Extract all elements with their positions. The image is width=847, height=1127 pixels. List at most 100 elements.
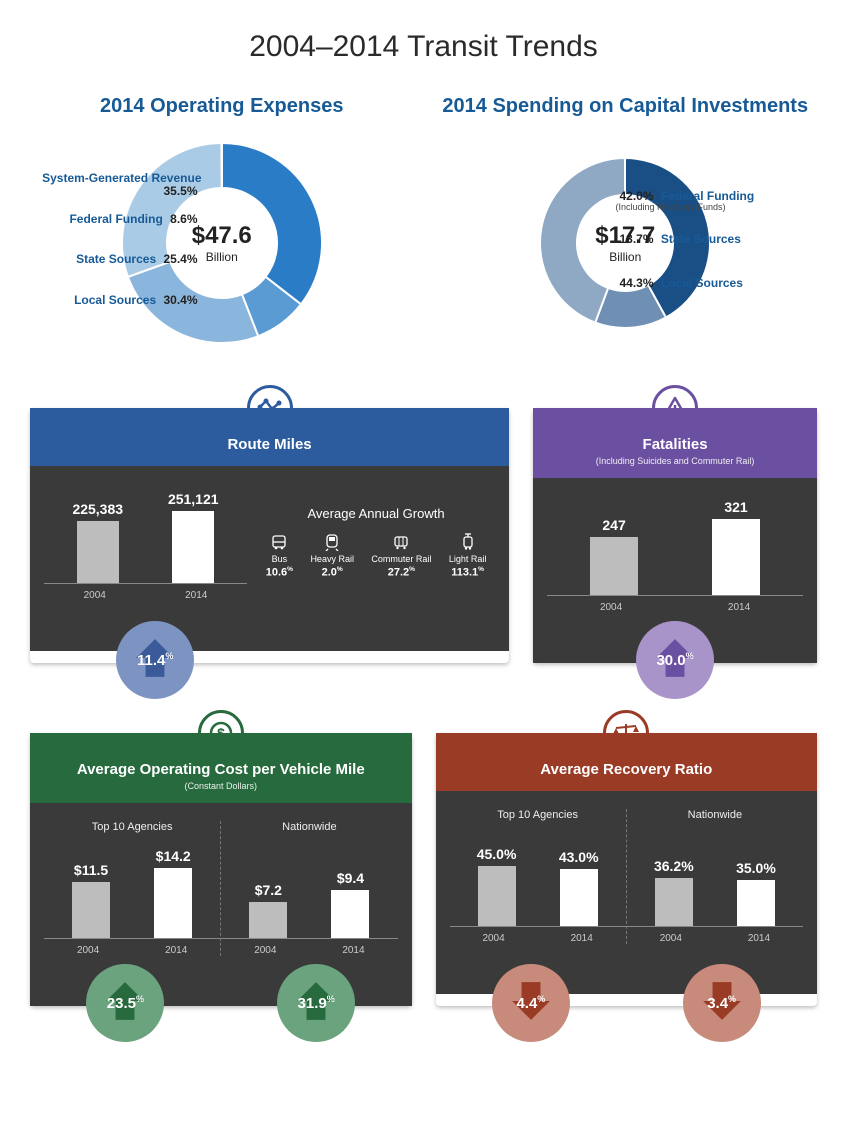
card-title: Route Miles: [227, 436, 311, 453]
bar-value: 36.2%: [633, 858, 715, 874]
bar-rect: [478, 866, 516, 926]
group: Nationwide 36.2% 35.0% 20042014: [626, 809, 803, 944]
growth-name: Light Rail: [449, 554, 487, 564]
bar-rect: [72, 882, 110, 938]
group-name: Top 10 Agencies: [450, 809, 626, 821]
bar-rect: [77, 521, 119, 583]
bar-rect: [655, 878, 693, 926]
bar-value: 225,383: [50, 501, 146, 517]
bar-rect: [331, 890, 369, 938]
bar-value: $14.2: [132, 848, 214, 864]
card-recovery-ratio: Average Recovery Ratio Top 10 Agencies 4…: [436, 733, 818, 1006]
donut-operating-expenses: 2014 Operating Expenses $47.6BillionSyst…: [30, 94, 414, 358]
growth-item: Heavy Rail 2.0%: [310, 533, 354, 579]
growth-name: Commuter Rail: [371, 554, 431, 564]
commuter-icon: [371, 533, 431, 551]
donut-capital-investments: 2014 Spending on Capital Investments $17…: [434, 94, 818, 358]
donut-legend-pct: 35.5%: [163, 184, 197, 198]
bar-value: 35.0%: [715, 860, 797, 876]
change-badge: 4.4%: [492, 964, 570, 1042]
bar-col: $7.2: [227, 882, 309, 938]
bar-col: $11.5: [50, 862, 132, 938]
bar-rect: [154, 868, 192, 938]
bar-rect: [712, 519, 760, 595]
bus-icon: [266, 533, 293, 551]
donut-legend-pct: 13.7%: [620, 232, 654, 246]
bar-rect: [737, 880, 775, 926]
bar-year: 2014: [538, 933, 626, 944]
card-subtitle: (Including Suicides and Commuter Rail): [543, 456, 807, 466]
group: Top 10 Agencies $11.5 $14.2 20042014: [44, 821, 220, 956]
growth-value: 27.2%: [371, 566, 431, 579]
change-badge: 23.5%: [86, 964, 164, 1042]
card-header: Average Operating Cost per Vehicle Mile …: [30, 733, 412, 803]
card-operating-cost: $ Average Operating Cost per Vehicle Mil…: [30, 733, 412, 1006]
bar-value: 45.0%: [456, 846, 538, 862]
bar-group: 225,383 251,121: [44, 484, 247, 584]
change-value: 30.0%: [656, 651, 693, 669]
group-name: Nationwide: [221, 821, 397, 833]
bar-group: $11.5 $14.2: [44, 839, 220, 939]
bar-year: 2014: [132, 945, 220, 956]
card-row-1: Route Miles 225,383 251,121 20042014 Ave…: [30, 408, 817, 663]
change-value: 3.4%: [707, 994, 736, 1012]
donut-legend-label: State Sources: [661, 232, 741, 246]
bar-group: $7.2 $9.4: [221, 839, 397, 939]
group: Top 10 Agencies 45.0% 43.0% 20042014: [450, 809, 626, 944]
bar-col: 45.0%: [456, 846, 538, 926]
growth-item: Commuter Rail 27.2%: [371, 533, 431, 579]
bar-year: 2014: [146, 590, 248, 601]
page-title: 2004–2014 Transit Trends: [30, 30, 817, 64]
growth-name: Bus: [266, 554, 293, 564]
bar-group: 45.0% 43.0%: [450, 827, 626, 927]
growth-title: Average Annual Growth: [257, 506, 495, 521]
group: Nationwide $7.2 $9.4 20042014: [220, 821, 397, 956]
growth-item: Light Rail 113.1%: [449, 533, 487, 579]
donut-right-title: 2014 Spending on Capital Investments: [434, 94, 818, 118]
bar-col: 321: [675, 499, 797, 595]
growth-name: Heavy Rail: [310, 554, 354, 564]
growth-value: 10.6%: [266, 566, 293, 579]
donut-legend-label: Federal Funding: [661, 189, 754, 203]
card-body: 225,383 251,121 20042014 Average Annual …: [30, 466, 509, 651]
card-row-2: $ Average Operating Cost per Vehicle Mil…: [30, 733, 817, 1006]
change-badge: 31.9%: [277, 964, 355, 1042]
growth-item: Bus 10.6%: [266, 533, 293, 579]
donut-legend-label: Local Sources: [74, 293, 156, 307]
bar-rect: [560, 869, 598, 926]
bar-value: 321: [675, 499, 797, 515]
change-badge: 3.4%: [683, 964, 761, 1042]
card-subtitle: (Constant Dollars): [40, 781, 402, 791]
bar-col: $9.4: [309, 870, 391, 938]
card-body: Top 10 Agencies 45.0% 43.0% 20042014 Nat…: [436, 791, 818, 994]
bar-value: 251,121: [146, 491, 242, 507]
bar-year: 2014: [675, 602, 803, 613]
card-header: Route Miles: [30, 408, 509, 466]
bar-year: 2004: [547, 602, 675, 613]
card-title: Average Recovery Ratio: [540, 761, 712, 778]
bar-value: 247: [553, 517, 675, 533]
donut-center-value: $47.6: [192, 222, 252, 250]
growth-value: 2.0%: [310, 566, 354, 579]
donut-legend-pct: 30.4%: [163, 293, 197, 307]
lightrail-icon: [449, 533, 487, 551]
growth-panel: Average Annual Growth Bus 10.6% Heavy Ra…: [247, 484, 495, 601]
bar-group: 247 321: [547, 496, 803, 596]
card-route-miles: Route Miles 225,383 251,121 20042014 Ave…: [30, 408, 509, 663]
change-badge: 30.0%: [636, 621, 714, 699]
bar-group: 36.2% 35.0%: [627, 827, 803, 927]
bar-year: 2004: [44, 945, 132, 956]
card-body: Top 10 Agencies $11.5 $14.2 20042014 Nat…: [30, 803, 412, 1006]
bar-col: 251,121: [146, 491, 242, 583]
bar-year: 2014: [309, 945, 397, 956]
bar-rect: [249, 902, 287, 938]
heavyrail-icon: [310, 533, 354, 551]
change-value: 23.5%: [107, 994, 144, 1012]
donut-legend-pct: 44.3%: [620, 276, 654, 290]
group-name: Nationwide: [627, 809, 803, 821]
change-value: 4.4%: [516, 994, 545, 1012]
donut-left-title: 2014 Operating Expenses: [30, 94, 414, 118]
card-title: Fatalities: [643, 436, 708, 453]
donut-center-unit: Billion: [595, 250, 655, 264]
card-fatalities: Fatalities (Including Suicides and Commu…: [533, 408, 817, 663]
